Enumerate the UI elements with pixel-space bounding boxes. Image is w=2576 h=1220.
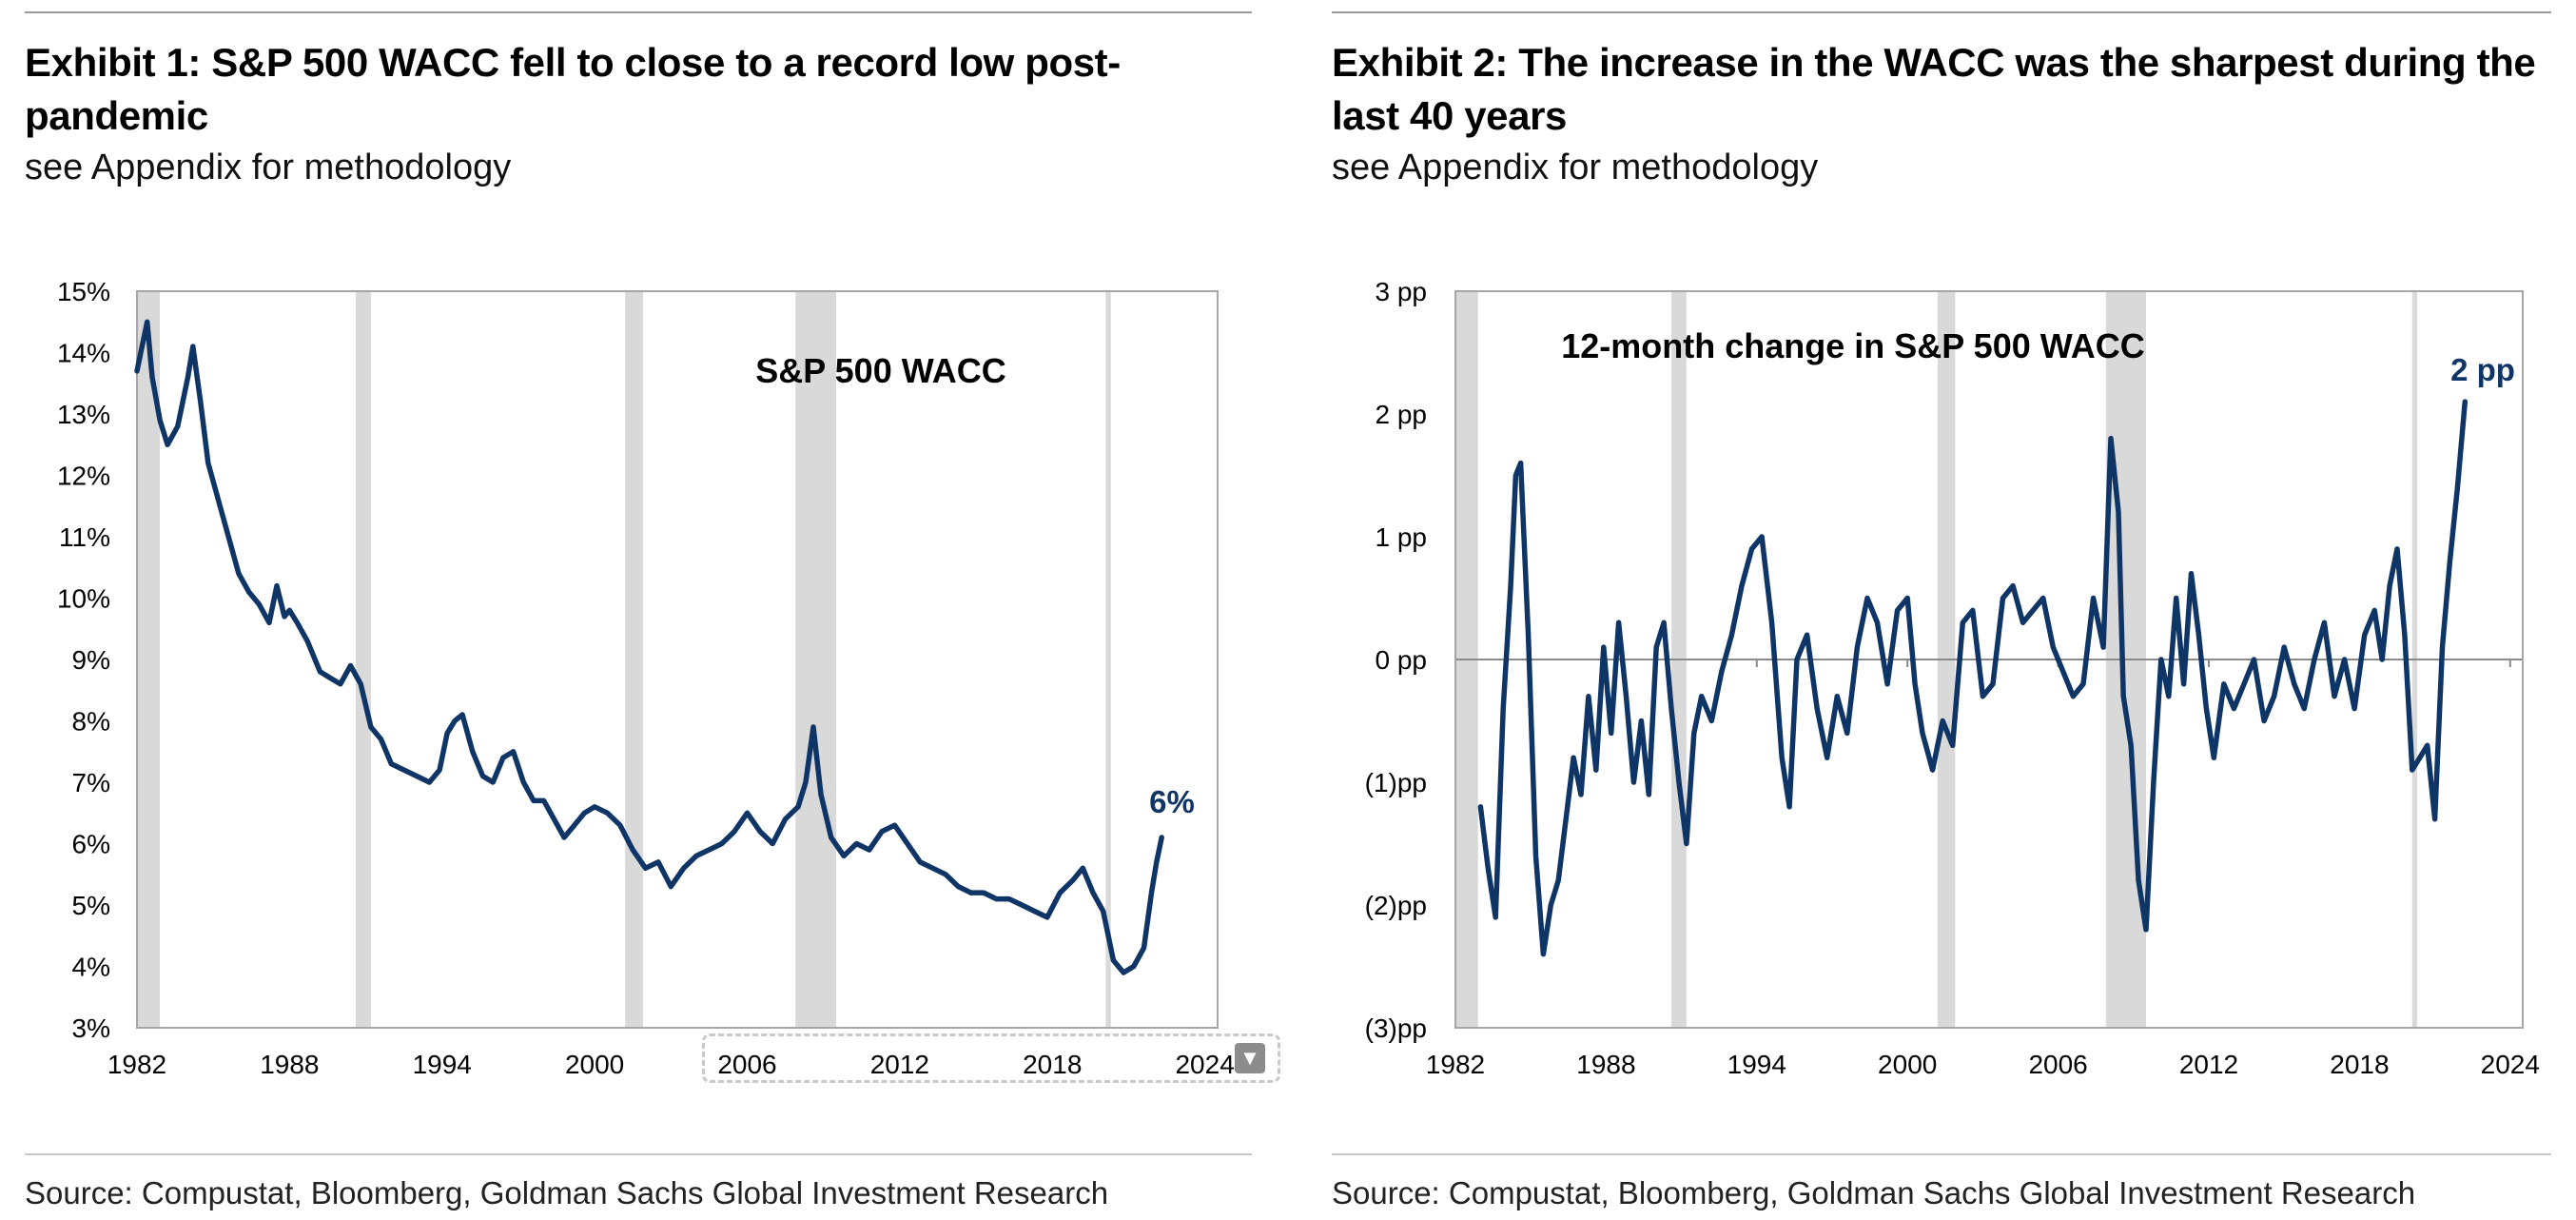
in-chart-label: S&P 500 WACC [755,351,1005,390]
recession-band [137,291,161,1028]
y-tick-label: 12% [57,462,110,491]
recession-band [625,291,643,1028]
y-tick-label: 6% [72,830,110,859]
in-chart-label: 12-month change in S&P 500 WACC [1561,326,2144,365]
x-tick-label: 1994 [1727,1050,1786,1079]
y-tick-label: 13% [57,400,110,429]
y-tick-label: 0 pp [1376,645,1428,675]
y-tick-label: 9% [72,645,110,675]
chevron-down-icon[interactable]: ▼ [1235,1043,1265,1073]
plot-frame [136,290,1219,1029]
y-tick-label: (3)pp [1365,1013,1427,1043]
axis-selection-box[interactable] [702,1033,1280,1083]
y-tick-label: 4% [72,953,110,982]
recession-band [1105,291,1111,1028]
series-line [1477,399,2469,957]
y-tick-label: 3% [72,1013,110,1043]
x-tick-label: 2024 [2481,1050,2540,1079]
recession-band [355,291,371,1028]
end-value-label: 2 pp [2450,352,2515,387]
y-tick-label: 8% [72,707,110,737]
exhibit-1-subtitle: see Appendix for methodology [25,148,512,187]
y-tick-label: 15% [57,277,110,306]
exhibit-1-panel: Exhibit 1: S&P 500 WACC fell to close to… [25,0,1280,1220]
bottom-rule [1332,1153,2551,1155]
x-tick-label: 2006 [717,1050,776,1079]
y-tick-label: 14% [57,339,110,368]
y-tick-label: (2)pp [1365,891,1427,920]
exhibit-1-source: Source: Compustat, Bloomberg, Goldman Sa… [25,1175,1109,1210]
x-tick-label: 2006 [2028,1050,2087,1079]
exhibit-2-source: Source: Compustat, Bloomberg, Goldman Sa… [1332,1175,2416,1210]
y-tick-label: 1 pp [1376,522,1428,552]
x-tick-label: 2012 [2179,1050,2238,1079]
end-value-label: 6% [1149,784,1195,819]
x-tick-label: 2000 [565,1050,624,1079]
top-rule [25,11,1252,13]
x-tick-label: 2012 [870,1050,929,1079]
y-tick-label: 11% [59,522,110,552]
x-tick-label: 2000 [1878,1050,1937,1079]
series-line [134,319,1164,975]
x-tick-label: 1982 [1426,1050,1485,1079]
x-tick-label: 1994 [413,1050,472,1079]
exhibit-2-panel: Exhibit 2: The increase in the WACC was … [1332,0,2551,1220]
x-tick-label: 1988 [1576,1050,1635,1079]
y-tick-label: 7% [72,768,110,797]
bottom-rule [25,1153,1252,1155]
y-tick-label: 2 pp [1376,400,1428,429]
x-tick-label: 2018 [2330,1050,2389,1079]
y-tick-label: (1)pp [1365,768,1427,797]
plot-frame [1454,290,2524,1029]
exhibit-2-title: Exhibit 2: The increase in the WACC was … [1332,40,2536,138]
exhibit-1-title: Exhibit 1: S&P 500 WACC fell to close to… [25,40,1121,138]
x-tick-label: 1988 [260,1050,319,1079]
recession-band [795,291,837,1028]
exhibit-2-subtitle: see Appendix for methodology [1332,148,1819,187]
x-tick-label: 1982 [107,1050,166,1079]
y-tick-label: 3 pp [1376,277,1428,306]
y-tick-label: 10% [57,584,110,614]
wacc-line-chart: 3% 4% 5% 6% 7% 8% 9% 10% 11% 12% 13% 14% 15% 1982 1988… [57,277,1235,1079]
top-rule [1332,11,2551,13]
wacc-change-line-chart: (3)pp (2)pp (1)pp 0 pp 1 pp 2 pp 3 pp 1982 1988 1… [1365,277,2540,1079]
x-tick-label: 2024 [1175,1050,1234,1079]
y-tick-label: 5% [72,891,110,920]
x-tick-label: 2018 [1023,1050,1082,1079]
